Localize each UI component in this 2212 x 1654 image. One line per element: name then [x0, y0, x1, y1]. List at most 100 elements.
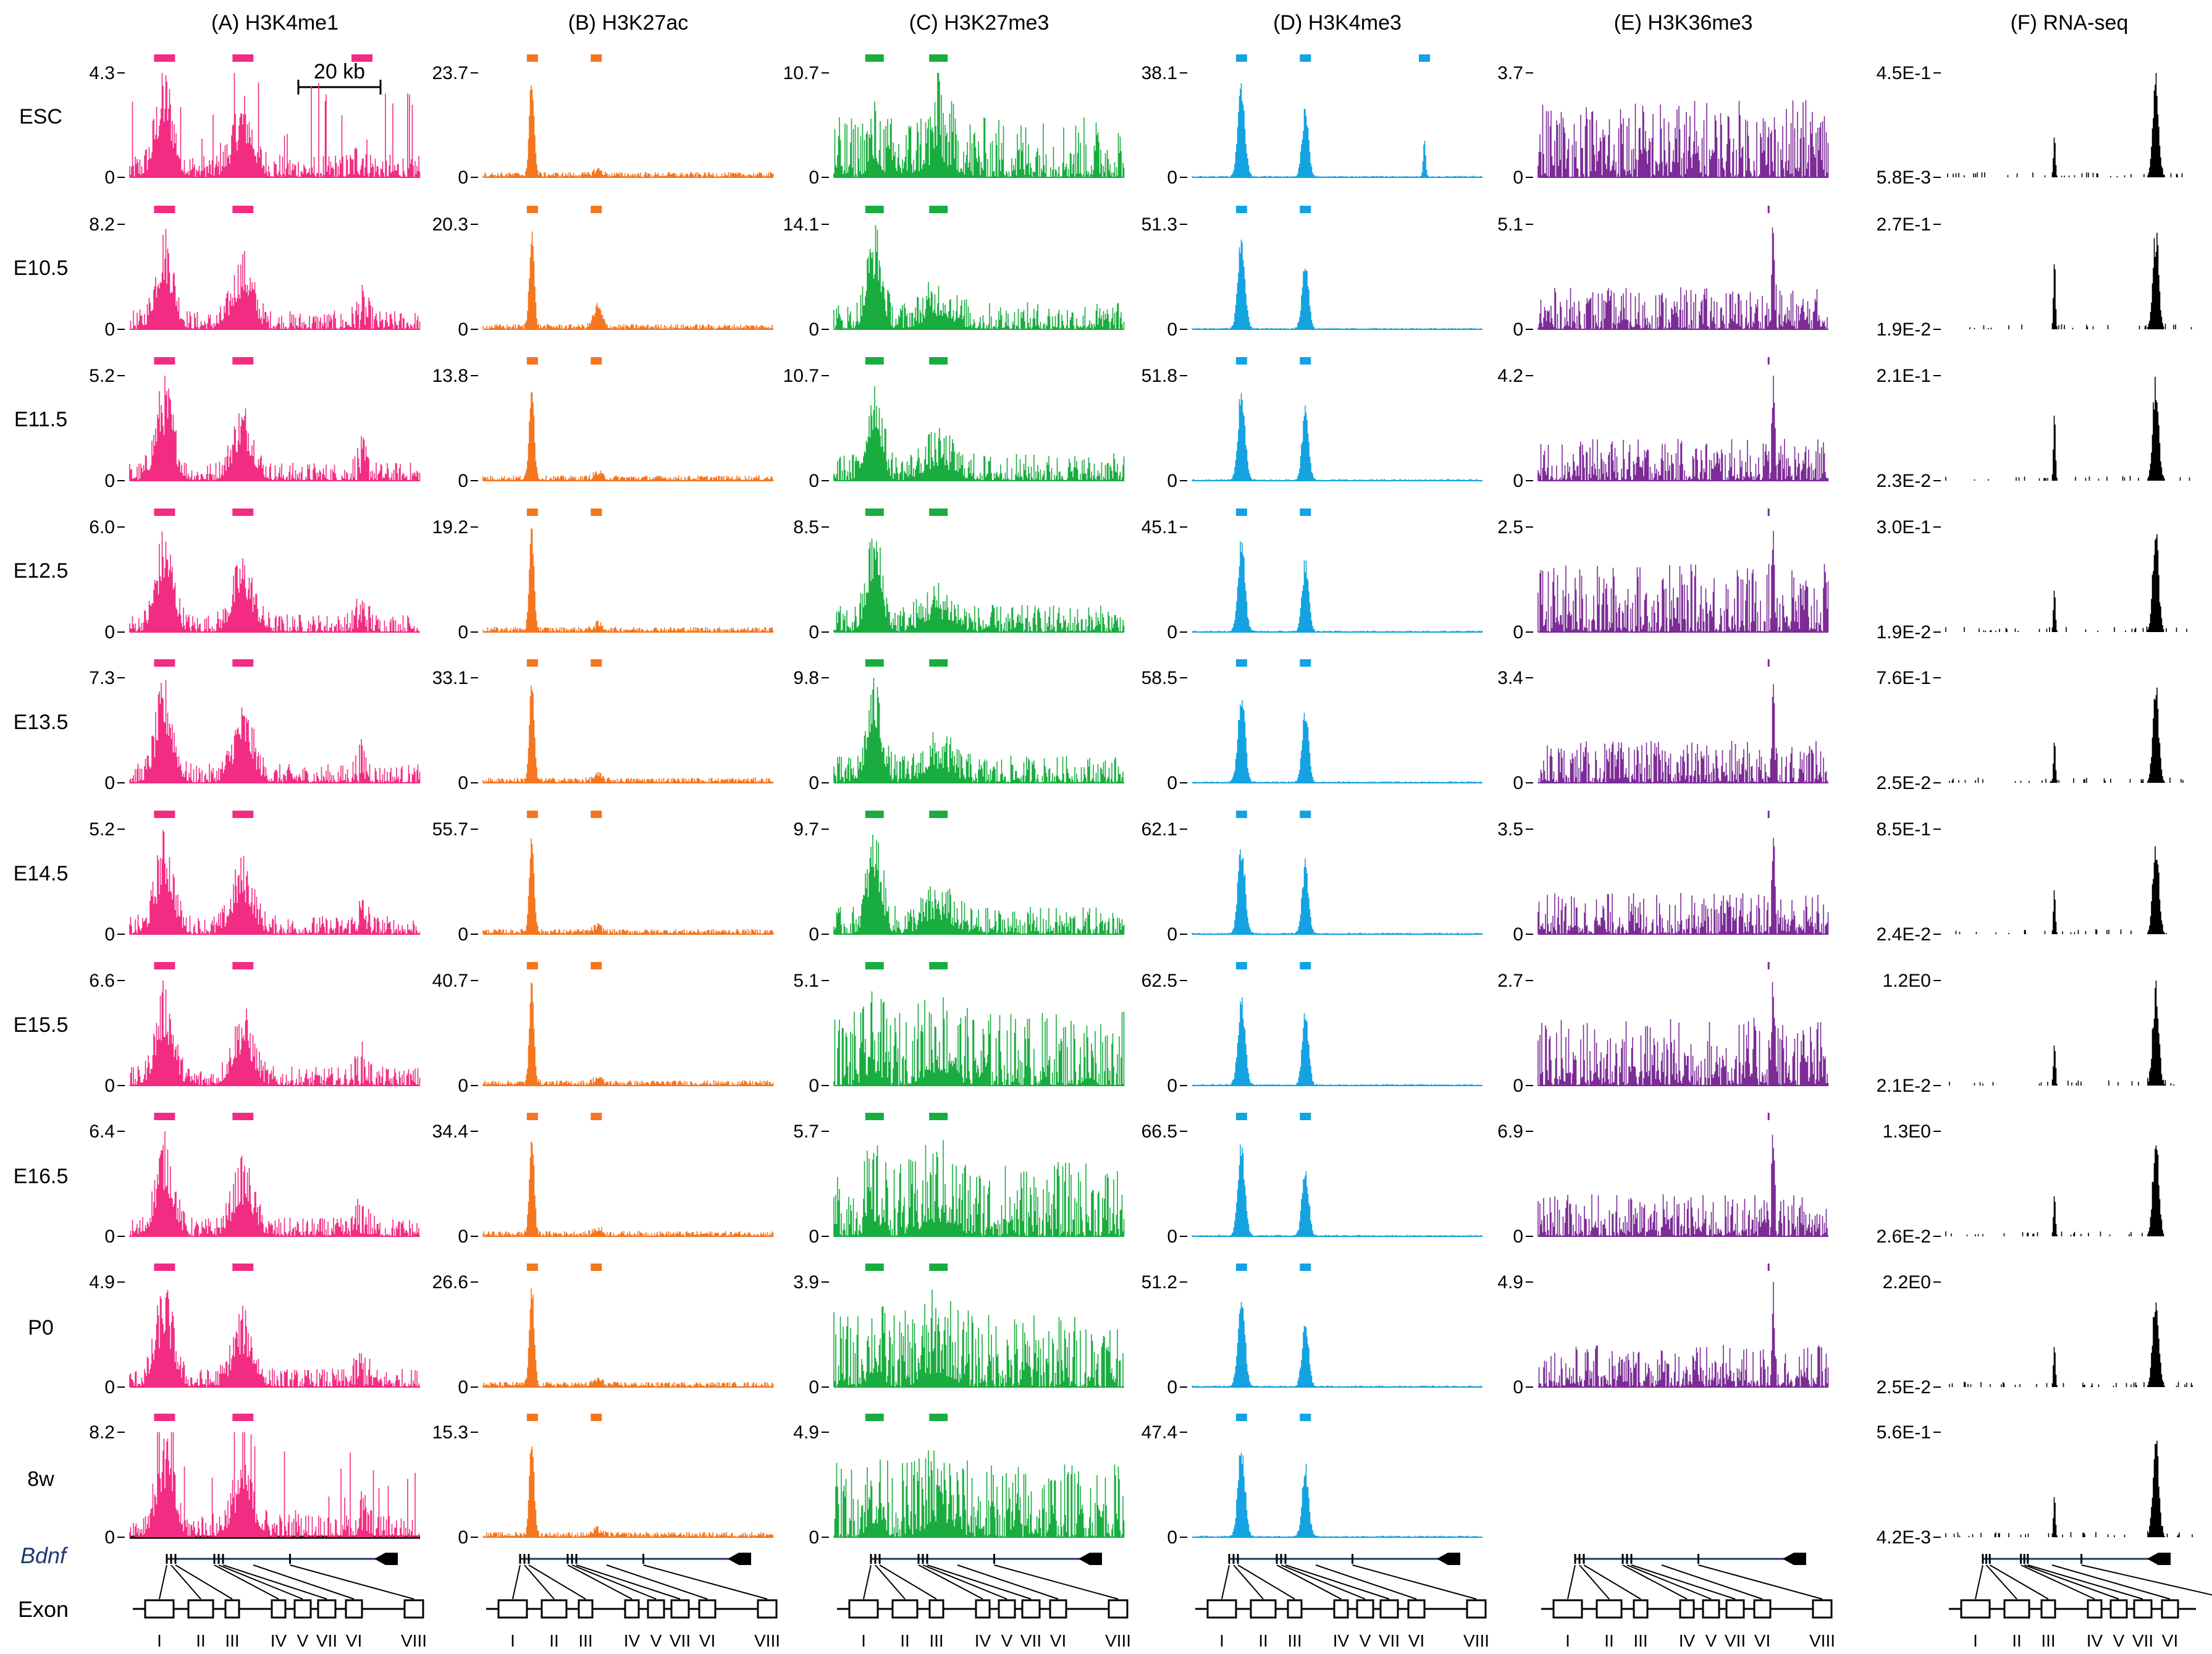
peak-block-C-E11.5-0 — [865, 357, 884, 365]
column-title-F: (F) RNA-seq — [2011, 11, 2129, 35]
ymax-label-F-E10.5: 2.7E-1 — [1877, 214, 1931, 235]
exon-box-D-7 — [1466, 1599, 1487, 1619]
signal-C-8w — [833, 1450, 1125, 1537]
gene-direction-arrow-C — [1079, 1553, 1102, 1565]
exon-label-F-3: IV — [2087, 1631, 2103, 1650]
exon-label-D-5: VII — [1379, 1631, 1400, 1650]
row-label-E15.5: E15.5 — [14, 1013, 69, 1037]
ymax-label-F-8w: 5.6E-1 — [1877, 1422, 1931, 1443]
peak-block-E-E10.5-0 — [1767, 206, 1770, 213]
exon-connector-E-3 — [1622, 1564, 1688, 1600]
exon-connector-A-2 — [175, 1564, 233, 1600]
peak-block-B-E14.5-0 — [526, 811, 538, 818]
exon-box-D-1 — [1250, 1599, 1277, 1619]
peak-block-B-E14.5-1 — [591, 811, 602, 818]
exon-box-A-5 — [317, 1599, 337, 1619]
ymax-label-F-E13.5: 7.6E-1 — [1877, 668, 1931, 688]
signal-F-E10.5 — [1969, 232, 2192, 329]
peak-block-C-E13.5-1 — [929, 659, 948, 667]
ymax-label-C-E12.5: 8.5 — [793, 517, 819, 538]
exon-connector-E-1 — [1579, 1564, 1610, 1600]
exon-box-D-4 — [1356, 1599, 1374, 1619]
signal-D-E13.5 — [1192, 700, 1483, 783]
peak-block-D-E16.5-1 — [1300, 1113, 1311, 1120]
exon-connector-E-6 — [1661, 1564, 1763, 1600]
peak-block-C-E12.5-0 — [865, 508, 884, 516]
exon-label-E-3: IV — [1679, 1631, 1696, 1650]
signal-B-ESC — [482, 85, 774, 177]
peak-block-D-E13.5-1 — [1300, 659, 1311, 667]
exon-box-E-3 — [1679, 1599, 1695, 1619]
exon-connector-D-6 — [1315, 1564, 1417, 1600]
ymin-label-F-E12.5: 1.9E-2 — [1877, 622, 1931, 643]
signal-C-P0 — [833, 1289, 1125, 1387]
ymax-label-A-ESC: 4.3 — [89, 63, 115, 83]
exon-connector-C-6 — [957, 1564, 1059, 1600]
ymin-label-D-E14.5: 0 — [1167, 924, 1177, 945]
peak-block-A-E13.5-1 — [232, 659, 254, 667]
peak-block-A-E16.5-0 — [154, 1113, 175, 1120]
exon-box-A-6 — [345, 1599, 363, 1619]
ymin-label-C-E14.5: 0 — [809, 924, 819, 945]
ymin-label-E-E16.5: 0 — [1513, 1226, 1523, 1247]
ymin-label-B-E12.5: 0 — [458, 622, 468, 643]
ymax-label-D-8w: 47.4 — [1142, 1422, 1177, 1443]
signal-E-E11.5 — [1537, 376, 1829, 481]
signal-A-E15.5 — [129, 981, 421, 1086]
exon-box-D-2 — [1287, 1599, 1303, 1619]
exon-label-F-0: I — [1973, 1631, 1978, 1650]
ymin-label-C-E12.5: 0 — [809, 622, 819, 643]
signal-B-E10.5 — [482, 231, 774, 329]
exon-connector-B-4 — [571, 1564, 657, 1600]
exon-box-A-3 — [271, 1599, 287, 1619]
exon-label-B-1: II — [549, 1631, 559, 1650]
ymin-label-E-E14.5: 0 — [1513, 924, 1523, 945]
peak-block-B-ESC-1 — [591, 54, 602, 62]
exon-label-D-4: V — [1360, 1631, 1371, 1650]
peak-block-A-ESC-2 — [351, 54, 372, 62]
ymax-label-A-E14.5: 5.2 — [89, 819, 115, 840]
peak-block-A-E11.5-1 — [232, 357, 254, 365]
signal-B-P0 — [482, 1288, 774, 1387]
exon-connector-E-5 — [1631, 1564, 1736, 1600]
peak-block-E-E13.5-0 — [1767, 659, 1770, 667]
exon-box-F-5 — [2133, 1599, 2153, 1619]
exon-connector-B-5 — [576, 1564, 681, 1600]
signal-C-E13.5 — [833, 678, 1124, 783]
exon-label-D-6: VI — [1408, 1631, 1424, 1650]
exon-box-E-0 — [1552, 1599, 1583, 1619]
signal-F-E16.5 — [1945, 1145, 2164, 1236]
ymin-label-F-E13.5: 2.5E-2 — [1877, 773, 1931, 793]
exon-label-C-6: VI — [1050, 1631, 1066, 1650]
ymin-label-A-E13.5: 0 — [104, 773, 115, 793]
exon-label-F-1: II — [2012, 1631, 2022, 1650]
ymax-label-D-E15.5: 62.5 — [1142, 971, 1177, 991]
exon-connector-D-2 — [1237, 1564, 1295, 1600]
exon-box-E-7 — [1812, 1599, 1833, 1619]
ymin-label-B-E16.5: 0 — [458, 1226, 468, 1247]
ymax-label-E-E12.5: 2.5 — [1497, 517, 1523, 538]
exon-box-E-4 — [1702, 1599, 1720, 1619]
peak-block-D-E15.5-1 — [1300, 962, 1311, 969]
gene-direction-arrow-A — [374, 1553, 398, 1565]
exon-label-F-5: VII — [2132, 1631, 2153, 1650]
exon-box-F-3 — [2087, 1599, 2103, 1619]
exon-connector-C-0 — [863, 1564, 872, 1600]
peak-block-D-E13.5-0 — [1235, 659, 1247, 667]
row-label-E11.5: E11.5 — [14, 408, 67, 431]
ymax-label-B-E15.5: 40.7 — [432, 971, 468, 991]
exon-connector-B-2 — [528, 1564, 586, 1600]
ymax-label-E-E11.5: 4.2 — [1497, 366, 1523, 386]
exon-box-D-0 — [1206, 1599, 1237, 1619]
signal-C-E10.5 — [833, 225, 1125, 329]
ymax-label-B-E12.5: 19.2 — [432, 517, 468, 538]
ymin-label-E-P0: 0 — [1513, 1377, 1523, 1398]
ymin-label-C-E11.5: 0 — [809, 471, 819, 491]
ymax-label-B-8w: 15.3 — [432, 1422, 468, 1443]
exon-label-D-3: IV — [1333, 1631, 1350, 1650]
exon-label-D-7: VIII — [1463, 1631, 1489, 1650]
exon-box-F-4 — [2109, 1599, 2128, 1619]
exon-box-C-1 — [891, 1599, 919, 1619]
row-label-8w: 8w — [27, 1467, 54, 1491]
